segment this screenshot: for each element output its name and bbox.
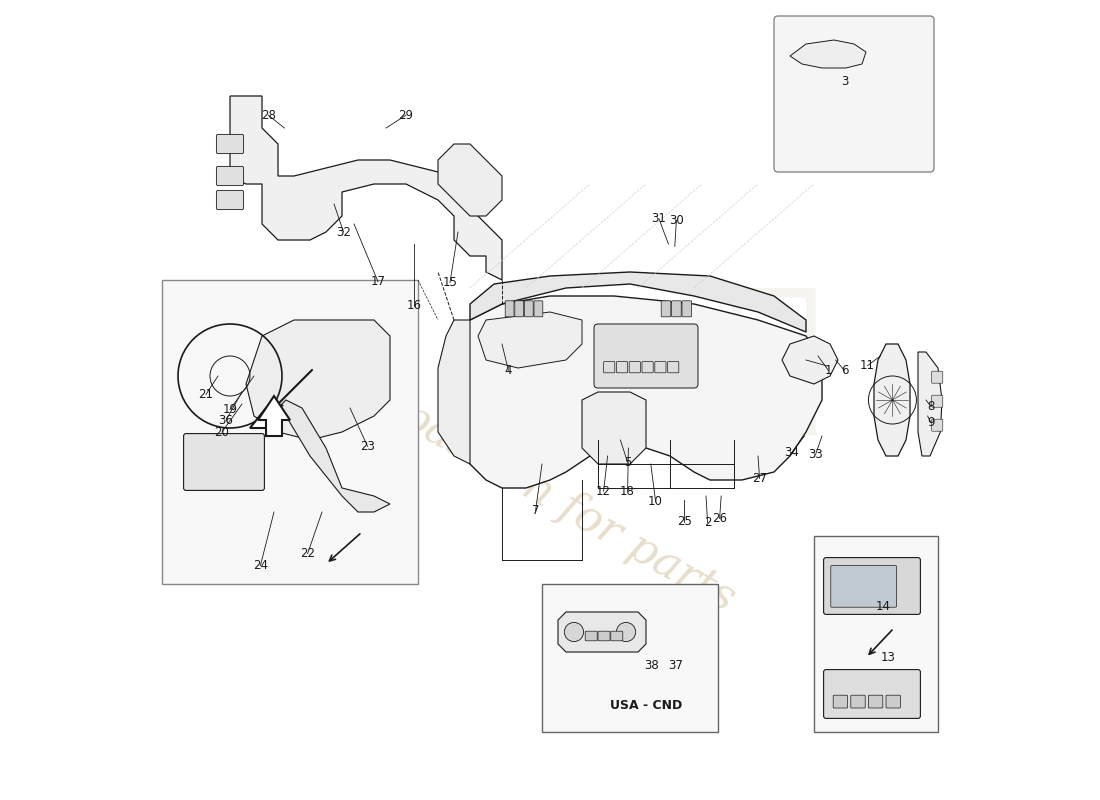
Text: 33: 33 [808,448,823,461]
FancyBboxPatch shape [162,280,418,584]
Text: a passion for parts: a passion for parts [358,372,742,620]
FancyBboxPatch shape [184,434,264,490]
Text: 3: 3 [840,75,848,88]
FancyBboxPatch shape [830,566,896,607]
FancyBboxPatch shape [824,670,921,718]
FancyBboxPatch shape [594,324,698,388]
Text: 21: 21 [198,388,213,401]
FancyBboxPatch shape [604,362,615,373]
FancyBboxPatch shape [932,395,943,407]
Text: 14: 14 [876,600,891,613]
Text: 10: 10 [648,495,663,508]
Text: 13: 13 [881,651,895,664]
Text: 36: 36 [219,414,233,426]
FancyBboxPatch shape [515,301,524,317]
Text: 20: 20 [214,426,230,438]
FancyBboxPatch shape [542,584,718,732]
FancyBboxPatch shape [661,301,671,317]
Polygon shape [230,96,502,280]
Text: 38: 38 [645,659,659,672]
Text: 19: 19 [222,403,238,416]
Polygon shape [250,408,282,428]
Text: 29: 29 [398,109,414,122]
FancyBboxPatch shape [932,371,943,383]
FancyBboxPatch shape [505,301,514,317]
Polygon shape [438,144,502,216]
FancyBboxPatch shape [814,536,938,732]
Text: 16: 16 [407,299,421,312]
FancyBboxPatch shape [534,301,542,317]
Text: 32: 32 [337,226,351,238]
Text: 12: 12 [596,485,612,498]
Text: 1: 1 [825,364,832,377]
Polygon shape [874,344,910,456]
Polygon shape [558,612,646,652]
FancyBboxPatch shape [217,166,243,186]
Polygon shape [918,352,942,456]
FancyBboxPatch shape [217,134,243,154]
FancyBboxPatch shape [833,695,848,708]
FancyBboxPatch shape [654,362,666,373]
Polygon shape [470,272,806,332]
Text: 18: 18 [620,485,635,498]
Text: 4: 4 [505,364,513,377]
Text: 7: 7 [531,504,539,517]
Text: 2: 2 [704,516,712,529]
Text: 37: 37 [668,659,683,672]
Circle shape [616,622,636,642]
FancyBboxPatch shape [629,362,640,373]
Polygon shape [246,320,390,440]
FancyBboxPatch shape [616,362,628,373]
FancyBboxPatch shape [217,190,243,210]
Text: 31: 31 [651,212,667,225]
Polygon shape [790,40,866,68]
Text: 24: 24 [253,559,268,572]
Polygon shape [258,396,290,436]
FancyBboxPatch shape [886,695,901,708]
Text: 5: 5 [624,456,631,469]
Circle shape [564,622,584,642]
Polygon shape [582,392,646,464]
Polygon shape [478,312,582,368]
Polygon shape [438,320,470,464]
Text: 9: 9 [927,416,935,429]
Text: 30: 30 [669,214,684,226]
FancyBboxPatch shape [642,362,653,373]
Text: 23: 23 [360,440,375,453]
FancyBboxPatch shape [610,631,623,641]
Text: 27: 27 [752,472,767,485]
FancyBboxPatch shape [682,301,692,317]
FancyBboxPatch shape [932,419,943,431]
Polygon shape [782,336,838,384]
Text: 8: 8 [927,400,935,413]
Text: 25: 25 [676,515,692,528]
FancyBboxPatch shape [850,695,866,708]
FancyBboxPatch shape [774,16,934,172]
FancyBboxPatch shape [868,695,883,708]
Text: 26: 26 [712,512,727,525]
FancyBboxPatch shape [525,301,533,317]
Text: 𝕸: 𝕸 [724,279,824,441]
Polygon shape [278,400,390,512]
Text: 11: 11 [860,359,876,372]
Text: USA - CND: USA - CND [609,699,682,712]
Text: 17: 17 [371,275,385,288]
Polygon shape [446,296,822,488]
FancyBboxPatch shape [672,301,681,317]
Text: 28: 28 [261,109,276,122]
FancyBboxPatch shape [668,362,679,373]
Text: 6: 6 [840,364,848,377]
Text: 34: 34 [784,446,799,459]
Text: 22: 22 [300,547,315,560]
Text: 0485: 0485 [673,399,779,481]
FancyBboxPatch shape [598,631,611,641]
Text: 15: 15 [442,276,458,289]
FancyBboxPatch shape [585,631,597,641]
FancyBboxPatch shape [824,558,921,614]
